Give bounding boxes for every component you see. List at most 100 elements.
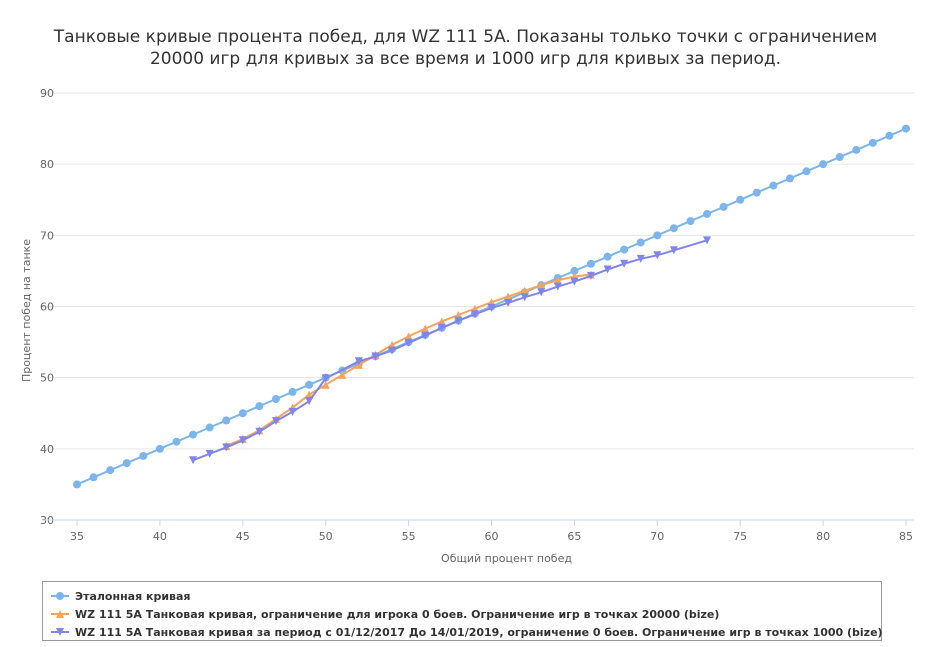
y-tick-label: 90 bbox=[40, 87, 54, 100]
data-point[interactable] bbox=[271, 395, 280, 404]
data-point[interactable] bbox=[205, 449, 214, 458]
data-point[interactable] bbox=[238, 409, 247, 418]
data-point[interactable] bbox=[603, 265, 612, 274]
y-tick-label: 40 bbox=[40, 443, 54, 456]
data-point[interactable] bbox=[636, 238, 645, 247]
data-point[interactable] bbox=[620, 259, 629, 268]
data-point[interactable] bbox=[238, 436, 247, 445]
data-point[interactable] bbox=[73, 480, 81, 489]
data-point[interactable] bbox=[636, 254, 645, 263]
data-point[interactable] bbox=[205, 423, 214, 432]
y-tick-label: 70 bbox=[40, 229, 54, 242]
data-point[interactable] bbox=[155, 444, 164, 453]
data-point[interactable] bbox=[437, 317, 446, 326]
data-point[interactable] bbox=[653, 231, 662, 240]
data-point[interactable] bbox=[504, 292, 513, 301]
data-point[interactable] bbox=[653, 251, 662, 260]
data-point[interactable] bbox=[703, 209, 712, 218]
data-point[interactable] bbox=[222, 443, 231, 452]
x-tick-label: 70 bbox=[650, 530, 664, 543]
data-point[interactable] bbox=[603, 252, 612, 261]
data-point[interactable] bbox=[586, 271, 595, 280]
triangle-down-marker-icon bbox=[51, 628, 69, 636]
data-point[interactable] bbox=[835, 153, 844, 162]
legend: Эталонная кривая WZ 111 5A Танковая крив… bbox=[42, 581, 883, 641]
data-point[interactable] bbox=[570, 266, 579, 275]
data-point[interactable] bbox=[819, 160, 828, 169]
data-point[interactable] bbox=[553, 282, 562, 291]
data-point[interactable] bbox=[321, 374, 330, 383]
x-tick-label: 60 bbox=[485, 530, 499, 543]
data-point[interactable] bbox=[669, 224, 678, 233]
y-tick-label: 60 bbox=[40, 301, 54, 314]
x-tick-label: 65 bbox=[567, 530, 581, 543]
x-tick-label: 80 bbox=[816, 530, 830, 543]
data-point[interactable] bbox=[421, 324, 430, 333]
y-axis-title: Процент побед на танке bbox=[20, 239, 33, 382]
legend-item-reference[interactable]: Эталонная кривая bbox=[51, 587, 873, 605]
data-point[interactable] bbox=[537, 288, 546, 297]
y-tick-label: 80 bbox=[40, 158, 54, 171]
data-point[interactable] bbox=[868, 138, 877, 147]
circle-marker-icon bbox=[51, 592, 69, 600]
x-tick-label: 50 bbox=[319, 530, 333, 543]
data-point[interactable] bbox=[371, 352, 380, 361]
data-point[interactable] bbox=[769, 181, 778, 190]
data-point[interactable] bbox=[520, 293, 529, 302]
legend-label-tank-period: WZ 111 5A Танковая кривая за период с 01… bbox=[75, 625, 883, 639]
data-point[interactable] bbox=[553, 276, 562, 285]
data-point[interactable] bbox=[504, 298, 513, 307]
data-point[interactable] bbox=[586, 259, 595, 268]
data-point[interactable] bbox=[852, 145, 861, 154]
x-tick-label: 40 bbox=[153, 530, 167, 543]
data-point[interactable] bbox=[454, 316, 463, 325]
data-point[interactable] bbox=[470, 310, 479, 319]
data-point[interactable] bbox=[305, 380, 314, 389]
data-point[interactable] bbox=[222, 416, 231, 425]
x-tick-label: 55 bbox=[402, 530, 416, 543]
data-point[interactable] bbox=[703, 236, 712, 245]
data-point[interactable] bbox=[785, 174, 794, 183]
legend-label-reference: Эталонная кривая bbox=[75, 589, 191, 603]
data-point[interactable] bbox=[719, 202, 728, 211]
data-point[interactable] bbox=[421, 331, 430, 340]
x-tick-label: 75 bbox=[733, 530, 747, 543]
data-point[interactable] bbox=[189, 430, 198, 439]
data-point[interactable] bbox=[172, 437, 181, 446]
data-point[interactable] bbox=[271, 417, 280, 426]
data-point[interactable] bbox=[288, 407, 297, 416]
legend-label-tank-all-time: WZ 111 5A Танковая кривая, ограничение д… bbox=[75, 607, 720, 621]
data-point[interactable] bbox=[321, 380, 330, 389]
data-point[interactable] bbox=[570, 277, 579, 286]
data-point[interactable] bbox=[404, 338, 413, 347]
data-point[interactable] bbox=[338, 370, 347, 379]
data-point[interactable] bbox=[255, 402, 264, 411]
data-point[interactable] bbox=[288, 387, 297, 396]
data-point[interactable] bbox=[802, 167, 811, 176]
data-point[interactable] bbox=[902, 124, 910, 133]
data-point[interactable] bbox=[885, 131, 894, 140]
data-point[interactable] bbox=[106, 466, 115, 475]
data-point[interactable] bbox=[139, 451, 148, 460]
legend-item-tank-all-time[interactable]: WZ 111 5A Танковая кривая, ограничение д… bbox=[51, 605, 873, 623]
data-point[interactable] bbox=[686, 217, 695, 226]
data-point[interactable] bbox=[620, 245, 629, 254]
data-point[interactable] bbox=[354, 357, 363, 366]
data-point[interactable] bbox=[437, 323, 446, 332]
data-point[interactable] bbox=[404, 332, 413, 341]
data-point[interactable] bbox=[89, 473, 98, 482]
data-point[interactable] bbox=[537, 281, 546, 290]
data-point[interactable] bbox=[189, 456, 198, 465]
data-point[interactable] bbox=[255, 427, 264, 436]
data-point[interactable] bbox=[669, 246, 678, 255]
data-point[interactable] bbox=[752, 188, 761, 197]
y-tick-label: 50 bbox=[40, 372, 54, 385]
data-point[interactable] bbox=[736, 195, 745, 204]
legend-item-tank-period[interactable]: WZ 111 5A Танковая кривая за период с 01… bbox=[51, 623, 883, 641]
data-point[interactable] bbox=[122, 459, 131, 468]
data-point[interactable] bbox=[520, 286, 529, 295]
data-point[interactable] bbox=[388, 346, 397, 355]
data-point[interactable] bbox=[305, 397, 314, 406]
data-point[interactable] bbox=[487, 303, 496, 312]
